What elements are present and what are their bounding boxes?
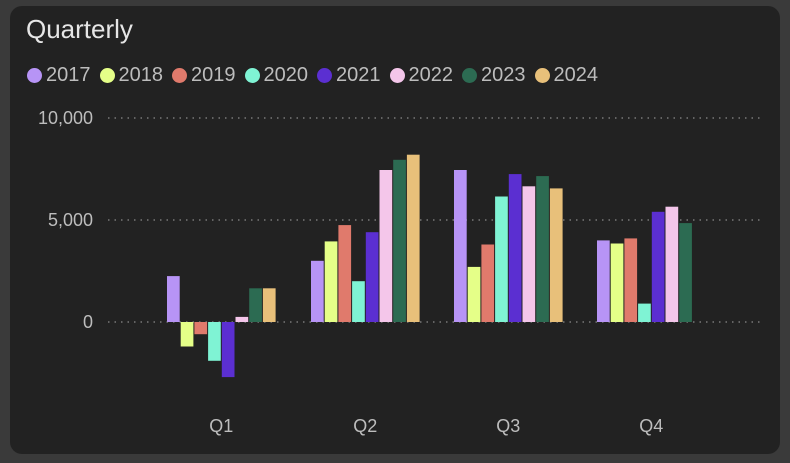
chart-legend: 2017 2018 2019 2020 2021 2022 2023 2024 — [27, 64, 607, 87]
bar-Q3-2023[interactable] — [536, 176, 549, 322]
legend-label: 2023 — [481, 64, 526, 86]
bar-Q3-2017[interactable] — [454, 170, 467, 322]
bar-Q1-2023[interactable] — [249, 288, 262, 322]
legend-item-2022[interactable]: 2022 — [389, 64, 454, 87]
bar-Q2-2022[interactable] — [379, 170, 393, 322]
bar-Q3-2024[interactable] — [549, 188, 563, 322]
legend-item-2017[interactable]: 2017 — [27, 64, 91, 87]
bar-Q2-2020[interactable] — [352, 281, 365, 322]
bar-Q1-2019[interactable] — [194, 322, 208, 335]
legend-swatch — [27, 68, 42, 83]
y-tick-label: 0 — [83, 312, 93, 332]
chart-title: Quarterly — [26, 14, 133, 44]
bar-Q3-2022[interactable] — [522, 186, 536, 322]
bar-Q2-2024[interactable] — [406, 154, 420, 322]
bar-Q1-2017[interactable] — [167, 276, 180, 322]
legend-item-2019[interactable]: 2019 — [172, 64, 236, 87]
legend-label: 2017 — [46, 64, 91, 86]
legend-label: 2021 — [336, 64, 381, 86]
bar-Q4-2019[interactable] — [624, 238, 638, 322]
bar-Q1-2020[interactable] — [208, 322, 221, 361]
legend-swatch — [534, 68, 550, 83]
legend-swatch — [317, 68, 332, 83]
bar-Q1-2022[interactable] — [235, 316, 249, 322]
legend-label: 2020 — [263, 64, 309, 86]
legend-item-2020[interactable]: 2020 — [244, 64, 309, 87]
legend-swatch — [99, 68, 115, 83]
bar-Q4-2020[interactable] — [638, 303, 651, 322]
x-tick-label: Q1 — [209, 416, 233, 436]
bar-Q1-2021[interactable] — [221, 322, 235, 378]
legend-swatch — [244, 68, 260, 83]
legend-label: 2018 — [118, 64, 164, 86]
legend-item-2018[interactable]: 2018 — [99, 64, 164, 87]
legend-label: 2022 — [408, 64, 454, 86]
bar-Q3-2019[interactable] — [481, 244, 495, 323]
bar-Q1-2018[interactable] — [180, 322, 194, 347]
legend-item-2021[interactable]: 2021 — [317, 64, 381, 87]
x-tick-label: Q3 — [496, 416, 520, 436]
bar-Q3-2021[interactable] — [508, 174, 522, 322]
x-tick-label: Q2 — [353, 416, 377, 436]
legend-item-2024[interactable]: 2024 — [534, 64, 599, 87]
x-tick-label: Q4 — [639, 416, 663, 436]
bar-Q4-2022[interactable] — [665, 206, 679, 322]
bar-Q2-2021[interactable] — [365, 232, 379, 322]
legend-item-2023[interactable]: 2023 — [462, 64, 526, 87]
bar-Q2-2017[interactable] — [311, 260, 324, 322]
legend-swatch — [172, 68, 187, 83]
bar-Q3-2018[interactable] — [467, 266, 481, 322]
bar-Q2-2023[interactable] — [393, 159, 406, 322]
bar-Q2-2019[interactable] — [338, 225, 352, 322]
bar-Q4-2023[interactable] — [679, 223, 692, 322]
y-tick-label: 10,000 — [38, 108, 93, 128]
bar-Q3-2020[interactable] — [495, 196, 508, 323]
legend-label: 2019 — [191, 64, 236, 86]
bar-Q4-2017[interactable] — [597, 240, 610, 322]
legend-label: 2024 — [553, 64, 599, 86]
legend-swatch — [462, 68, 477, 83]
bar-Q4-2018[interactable] — [610, 243, 624, 323]
bar-Q2-2018[interactable] — [324, 241, 338, 322]
bar-Q1-2024[interactable] — [262, 288, 276, 322]
legend-swatch — [389, 68, 405, 83]
bar-Q4-2021[interactable] — [651, 211, 665, 322]
y-tick-label: 5,000 — [48, 210, 93, 230]
